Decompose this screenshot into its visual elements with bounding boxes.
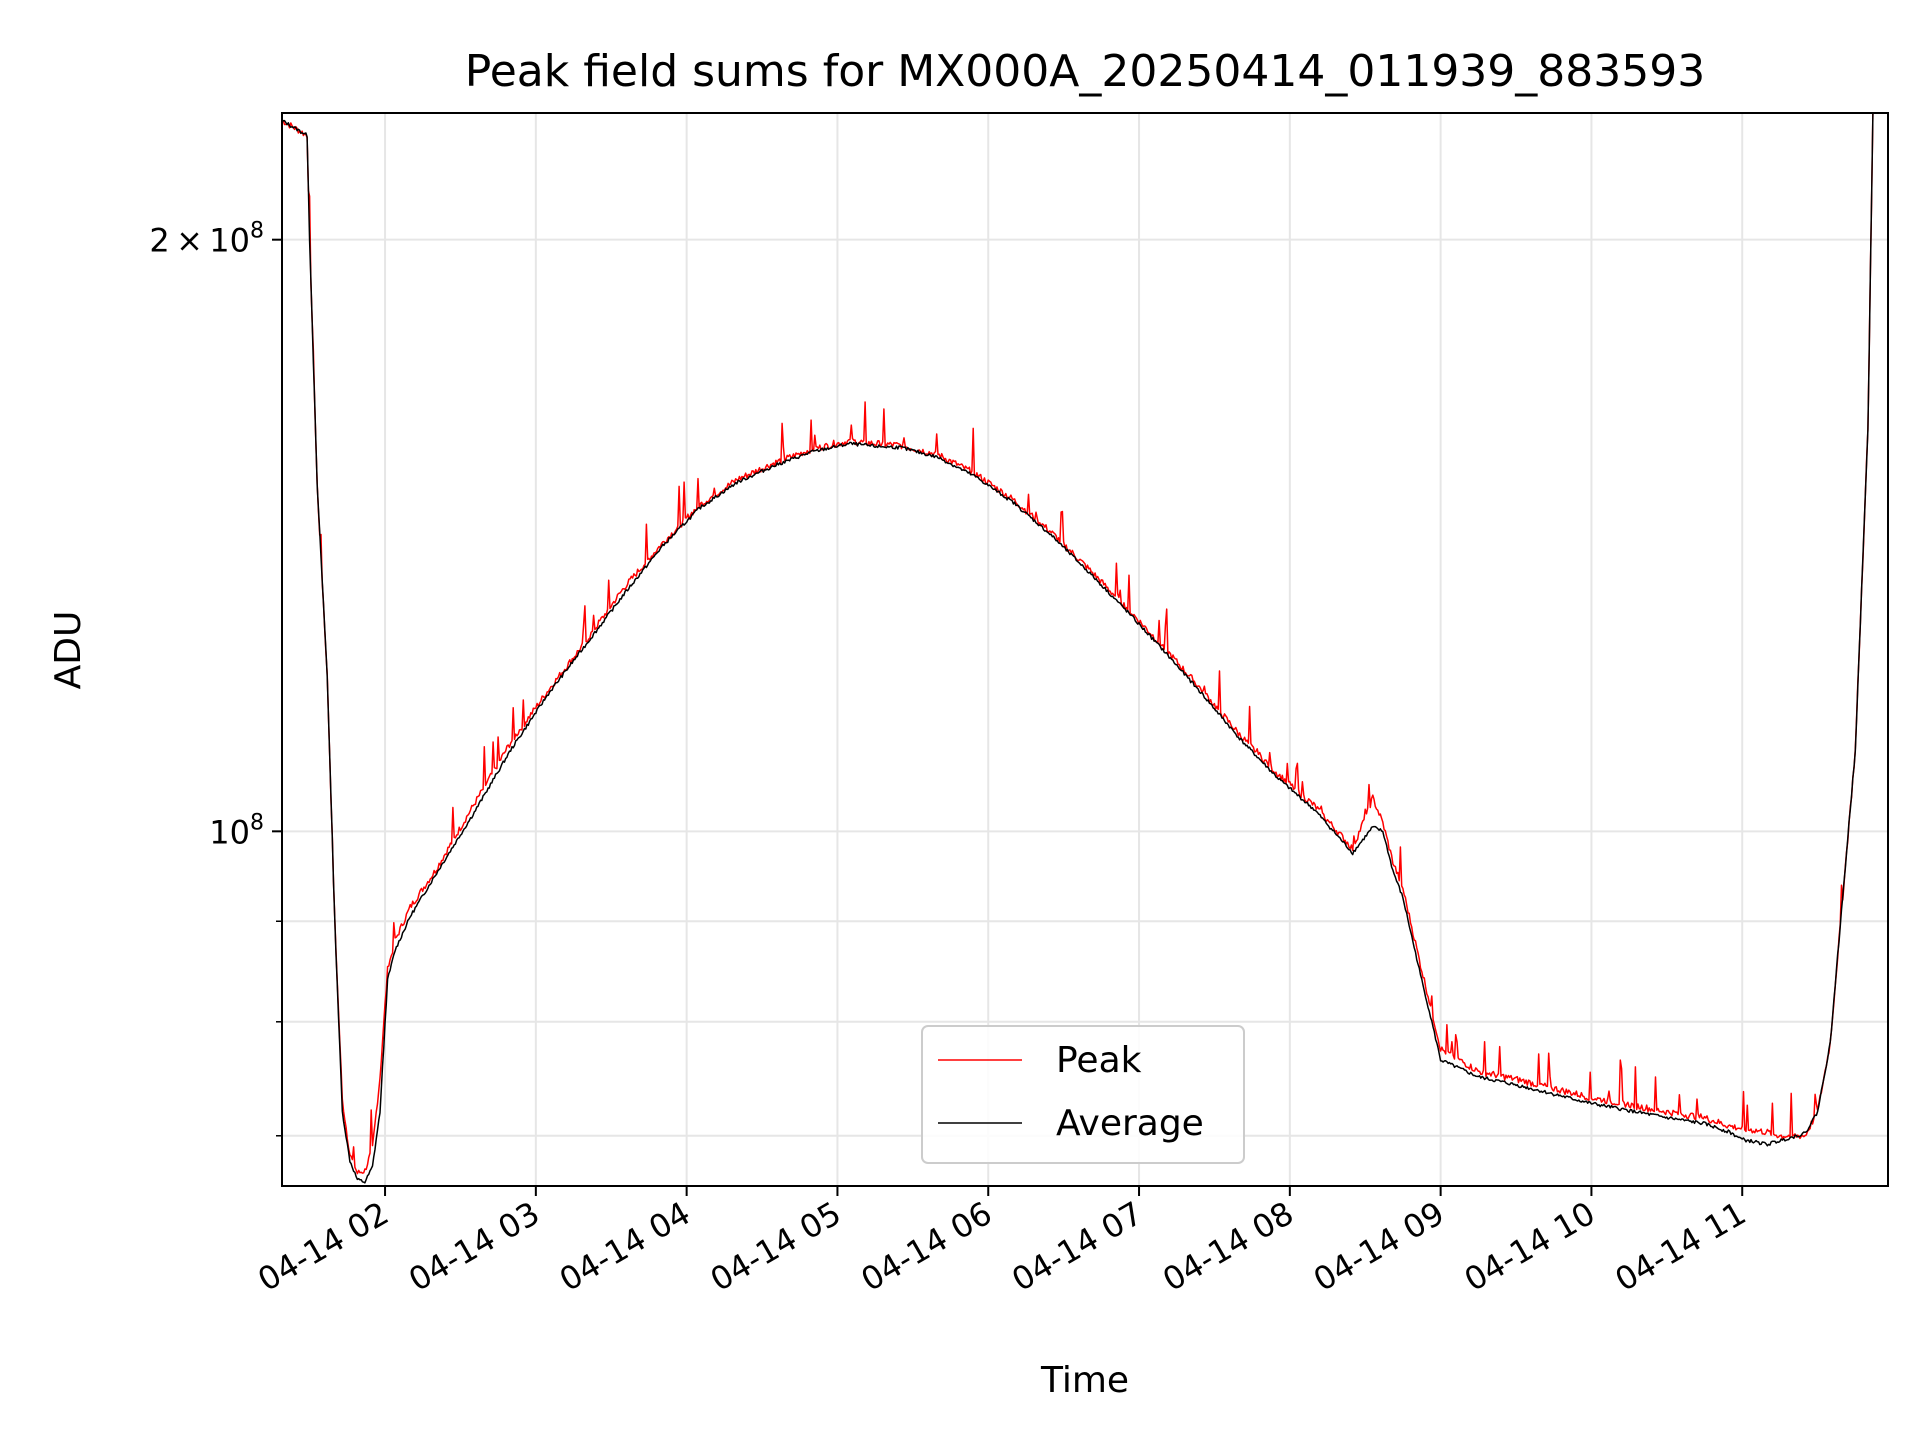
legend-label-average: Average xyxy=(1056,1103,1204,1144)
grid xyxy=(282,113,1888,1186)
series-line-average xyxy=(282,113,1874,1184)
series-line-peak xyxy=(282,113,1874,1175)
y-tick-label: 2 × 108 xyxy=(149,219,264,260)
y-tick-label: 108 xyxy=(209,810,264,851)
x-axis-label: Time xyxy=(1040,1360,1129,1401)
legend-label-peak: Peak xyxy=(1056,1040,1142,1081)
y-axis-label: ADU xyxy=(48,611,89,690)
chart-title: Peak field sums for MX000A_20250414_0119… xyxy=(465,46,1706,97)
plot-frame xyxy=(281,112,1889,1187)
legend: Peak Average xyxy=(921,1025,1245,1164)
series-group xyxy=(282,113,1874,1184)
